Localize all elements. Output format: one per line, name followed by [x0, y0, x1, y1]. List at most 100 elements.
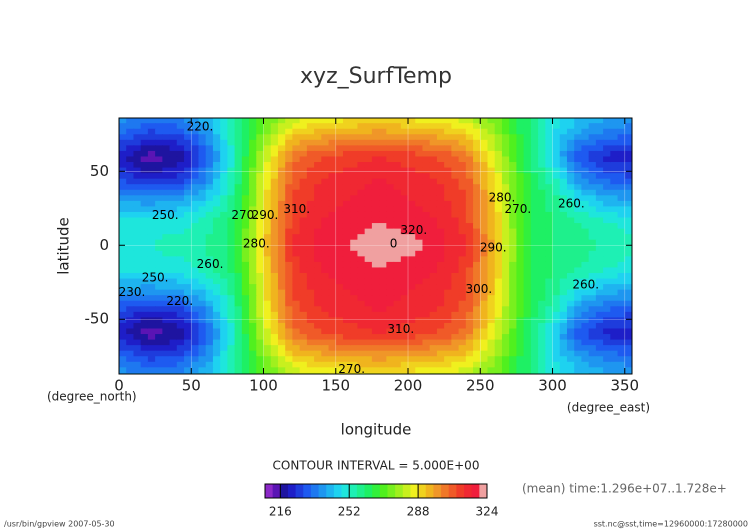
field-cell: [263, 361, 272, 368]
field-cell: [184, 178, 192, 185]
field-cell: [147, 118, 156, 124]
field-cell: [400, 167, 409, 174]
field-cell: [523, 311, 532, 318]
field-cell: [212, 139, 221, 146]
field-cell: [263, 367, 272, 374]
field-cell: [277, 356, 286, 363]
field-cell: [249, 261, 257, 269]
field-cell: [364, 250, 373, 257]
field-cell: [212, 334, 221, 341]
field-cell: [155, 118, 163, 124]
field-cell: [494, 200, 503, 208]
field-cell: [595, 289, 604, 296]
field-cell: [321, 361, 330, 368]
field-cell: [386, 328, 395, 335]
field-cell: [277, 211, 286, 219]
field-cell: [408, 189, 416, 196]
field-cell: [487, 123, 496, 130]
field-cell: [285, 350, 294, 357]
field-cell: [436, 178, 445, 185]
field-cell: [191, 184, 200, 191]
field-cell: [350, 239, 359, 246]
field-cell: [176, 206, 185, 213]
field-cell: [480, 200, 489, 208]
field-cell: [581, 306, 590, 313]
field-cell: [545, 300, 554, 307]
field-cell: [364, 317, 373, 324]
field-cell: [429, 261, 438, 269]
field-cell: [256, 162, 265, 169]
field-cell: [617, 228, 626, 235]
field-cell: [314, 200, 322, 208]
field-cell: [574, 278, 583, 285]
field-cell: [444, 250, 452, 257]
field-cell: [436, 289, 445, 296]
field-cell: [184, 350, 192, 357]
field-cell: [205, 156, 214, 163]
field-cell: [285, 195, 294, 202]
field-cell: [400, 245, 409, 252]
field-cell: [487, 267, 496, 274]
field-cell: [212, 317, 221, 324]
field-cell: [198, 156, 207, 163]
field-cell: [155, 367, 163, 374]
field-cell: [588, 328, 597, 335]
field-cell: [386, 189, 395, 196]
field-cell: [220, 239, 228, 246]
field-cell: [444, 145, 452, 152]
field-cell: [422, 372, 431, 374]
field-cell: [415, 311, 424, 318]
field-cell: [552, 162, 561, 169]
field-cell: [292, 145, 301, 152]
field-cell: [227, 256, 236, 263]
field-cell: [212, 345, 221, 352]
field-cell: [451, 284, 460, 291]
field-cell: [169, 145, 178, 152]
field-cell: [270, 284, 279, 291]
field-cell: [458, 334, 467, 341]
field-cell: [126, 206, 135, 213]
field-cell: [595, 372, 604, 374]
field-cell: [379, 250, 387, 257]
field-cell: [140, 162, 149, 169]
field-cell: [184, 289, 192, 296]
field-cell: [473, 350, 481, 357]
field-cell: [429, 223, 438, 230]
field-cell: [473, 128, 481, 135]
field-cell: [632, 306, 640, 312]
field-cell: [198, 334, 207, 341]
field-cell: [393, 211, 402, 219]
field-cell: [169, 189, 178, 196]
field-cell: [256, 311, 265, 318]
field-cell: [624, 372, 632, 374]
field-cell: [610, 273, 619, 280]
field-cell: [155, 300, 163, 307]
field-cell: [632, 190, 640, 196]
field-cell: [429, 317, 438, 324]
field-cell: [184, 118, 192, 119]
field-cell: [321, 118, 330, 119]
field-cell: [436, 118, 445, 124]
field-cell: [220, 367, 228, 374]
field-cell: [574, 178, 583, 185]
field-cell: [198, 322, 207, 330]
field-cell: [559, 195, 568, 202]
field-cell: [162, 250, 171, 257]
field-cell: [119, 195, 127, 202]
field-cell: [494, 234, 503, 241]
field-cell: [545, 339, 554, 346]
field-cell: [155, 167, 163, 174]
field-cell: [140, 118, 149, 119]
field-cell: [249, 123, 257, 130]
field-cell: [277, 250, 286, 257]
field-cell: [494, 306, 503, 313]
field-cell: [530, 118, 539, 119]
contour-label: 300.: [465, 282, 492, 296]
field-cell: [256, 184, 265, 191]
field-cell: [227, 339, 236, 346]
field-cell: [342, 339, 351, 346]
field-cell: [393, 228, 402, 235]
field-cell: [494, 217, 503, 224]
field-cell: [328, 345, 337, 352]
field-cell: [126, 289, 135, 296]
